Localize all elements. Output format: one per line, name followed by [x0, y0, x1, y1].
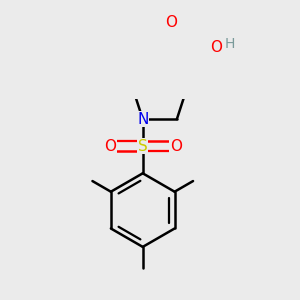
Text: N: N: [137, 112, 148, 127]
Text: O: O: [170, 139, 182, 154]
Text: O: O: [210, 40, 222, 56]
Text: N: N: [137, 112, 148, 127]
Text: O: O: [165, 15, 177, 30]
Text: O: O: [104, 139, 116, 154]
Text: H: H: [225, 37, 236, 51]
Text: S: S: [138, 139, 148, 154]
